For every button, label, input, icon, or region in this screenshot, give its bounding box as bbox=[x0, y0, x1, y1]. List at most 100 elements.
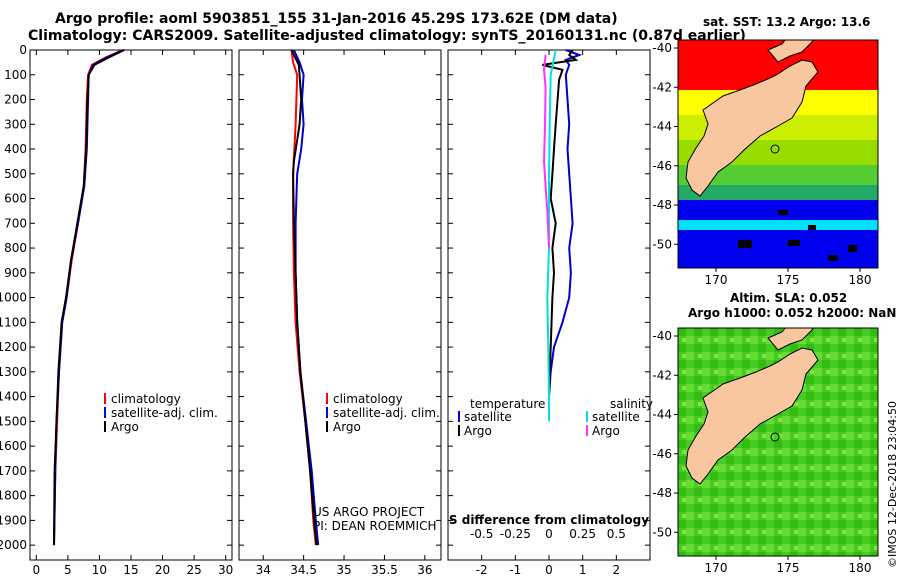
sst-noise bbox=[828, 255, 838, 261]
y-tick-label: 600 bbox=[4, 192, 27, 206]
map-lat-label: -42 bbox=[652, 368, 672, 382]
coastline-north-island bbox=[767, 328, 814, 351]
legend-label: satellite-adj. clim. bbox=[333, 406, 440, 420]
series-line bbox=[290, 49, 318, 546]
legend-swatch bbox=[326, 393, 328, 404]
map-panel-2: -40 -42 -44 -46 -48 -50 170 175 180 bbox=[652, 327, 879, 575]
series-line bbox=[542, 49, 579, 397]
map2-title1: Altim. SLA: 0.052 bbox=[730, 291, 848, 305]
legend-label: Argo bbox=[333, 420, 361, 434]
x-tick-label: 25 bbox=[186, 563, 201, 577]
map-lat-label: -40 bbox=[652, 41, 672, 55]
y-tick-label: 400 bbox=[4, 142, 27, 156]
plot-frame-temp bbox=[29, 49, 233, 561]
legend-label: salinity bbox=[610, 397, 653, 411]
x-tick-label: 20 bbox=[155, 563, 170, 577]
x-tick-label: 34 bbox=[256, 563, 271, 577]
map-content bbox=[678, 40, 878, 268]
legend-swatch bbox=[104, 407, 106, 418]
x-tick-label: 36 bbox=[417, 563, 432, 577]
x-tick-label: -1 bbox=[509, 563, 521, 577]
map1-title: sat. SST: 13.2 Argo: 13.6 bbox=[703, 15, 871, 29]
argo-float-marker bbox=[770, 144, 780, 154]
series-line bbox=[548, 49, 583, 397]
y-tick-label: 300 bbox=[4, 117, 27, 131]
legend-swatch bbox=[458, 411, 460, 422]
sst-band bbox=[678, 230, 878, 268]
legend-swatch bbox=[326, 407, 328, 418]
map-lon-label: 175 bbox=[777, 561, 800, 575]
legend-label: climatology bbox=[333, 392, 403, 406]
map-lon-label: 180 bbox=[849, 273, 872, 287]
legend-swatch bbox=[458, 425, 460, 436]
y-tick-label: 1300 bbox=[0, 365, 27, 379]
y-tick-label: 1100 bbox=[0, 315, 27, 329]
sal-diff-tick-label: 0.5 bbox=[607, 527, 626, 541]
y-tick-label: 200 bbox=[4, 93, 27, 107]
legend-swatch bbox=[326, 421, 328, 432]
coastline-north-island bbox=[767, 40, 814, 63]
series-line bbox=[53, 49, 125, 546]
x-tick-label: 30 bbox=[218, 563, 233, 577]
series-line bbox=[542, 54, 550, 249]
map-content bbox=[678, 328, 878, 556]
y-tick-label: 100 bbox=[4, 68, 27, 82]
x-tick-label: 0 bbox=[32, 563, 40, 577]
map-lon-label: 180 bbox=[849, 561, 872, 575]
x-tick-label: 35 bbox=[336, 563, 351, 577]
legend-swatch bbox=[104, 393, 106, 404]
sal-diff-tick-label: 0 bbox=[545, 527, 553, 541]
legend-label: climatology bbox=[111, 392, 181, 406]
y-tick-label: 1900 bbox=[0, 513, 27, 527]
y-tick-label: 800 bbox=[4, 241, 27, 255]
legend-label: Argo bbox=[111, 420, 139, 434]
map-lat-label: -42 bbox=[652, 80, 672, 94]
credit-project: US ARGO PROJECT bbox=[313, 505, 425, 519]
map-lat-label: -40 bbox=[652, 329, 672, 343]
x-tick-label: 10 bbox=[92, 563, 107, 577]
y-tick-label: 1700 bbox=[0, 464, 27, 478]
sst-noise bbox=[738, 240, 752, 248]
legend-label: temperature bbox=[470, 397, 545, 411]
map-panel-1: -40 -42 -44 -46 -48 -50 170 175 180 bbox=[652, 39, 879, 287]
legend-swatch bbox=[586, 411, 588, 422]
map-lon-label: 170 bbox=[705, 561, 728, 575]
x-tick-label: 15 bbox=[123, 563, 138, 577]
figure-title-line2: Climatology: CARS2009. Satellite-adjuste… bbox=[28, 28, 746, 44]
x-tick-label: 34.5 bbox=[290, 563, 317, 577]
map-lon-label: 170 bbox=[705, 273, 728, 287]
x-tick-label: 0 bbox=[545, 563, 553, 577]
y-tick-label: 1400 bbox=[0, 390, 27, 404]
legend-label: Argo bbox=[592, 424, 620, 438]
sst-noise bbox=[848, 245, 857, 252]
coastline-south-island bbox=[685, 59, 819, 197]
sst-noise bbox=[788, 240, 800, 246]
diff-title: S difference from climatology bbox=[449, 513, 649, 527]
y-tick-label: 0 bbox=[19, 43, 27, 57]
y-tick-label: 700 bbox=[4, 216, 27, 230]
series-line bbox=[292, 49, 320, 546]
map2-title2: Argo h1000: 0.052 h2000: NaN bbox=[688, 306, 897, 320]
sst-noise bbox=[778, 210, 788, 215]
map-frame bbox=[677, 327, 879, 557]
map-lat-label: -46 bbox=[652, 447, 672, 461]
y-tick-label: 1800 bbox=[0, 489, 27, 503]
legend-label: Argo bbox=[464, 424, 492, 438]
map-frame bbox=[677, 39, 879, 269]
coastline-south-island bbox=[685, 347, 819, 485]
map-lat-label: -44 bbox=[652, 120, 672, 134]
y-tick-label: 1200 bbox=[0, 340, 27, 354]
legend-label: satellite-adj. clim. bbox=[111, 406, 218, 420]
legend-swatch bbox=[104, 421, 106, 432]
y-tick-label: 900 bbox=[4, 266, 27, 280]
watermark: ©IMOS 12-Dec-2018 23:04:50 bbox=[886, 401, 899, 568]
map-lat-label: -50 bbox=[652, 237, 672, 251]
map-lon-label: 175 bbox=[777, 273, 800, 287]
sal-diff-tick-label: -0.5 bbox=[470, 527, 493, 541]
plot-frame-sal bbox=[238, 49, 442, 561]
x-tick-label: 35.5 bbox=[371, 563, 398, 577]
figure-title-line1: Argo profile: aoml 5903851_155 31-Jan-20… bbox=[55, 11, 618, 27]
legend-swatch bbox=[586, 425, 588, 436]
y-tick-label: 1500 bbox=[0, 414, 27, 428]
legend-label: satellite bbox=[592, 410, 640, 424]
